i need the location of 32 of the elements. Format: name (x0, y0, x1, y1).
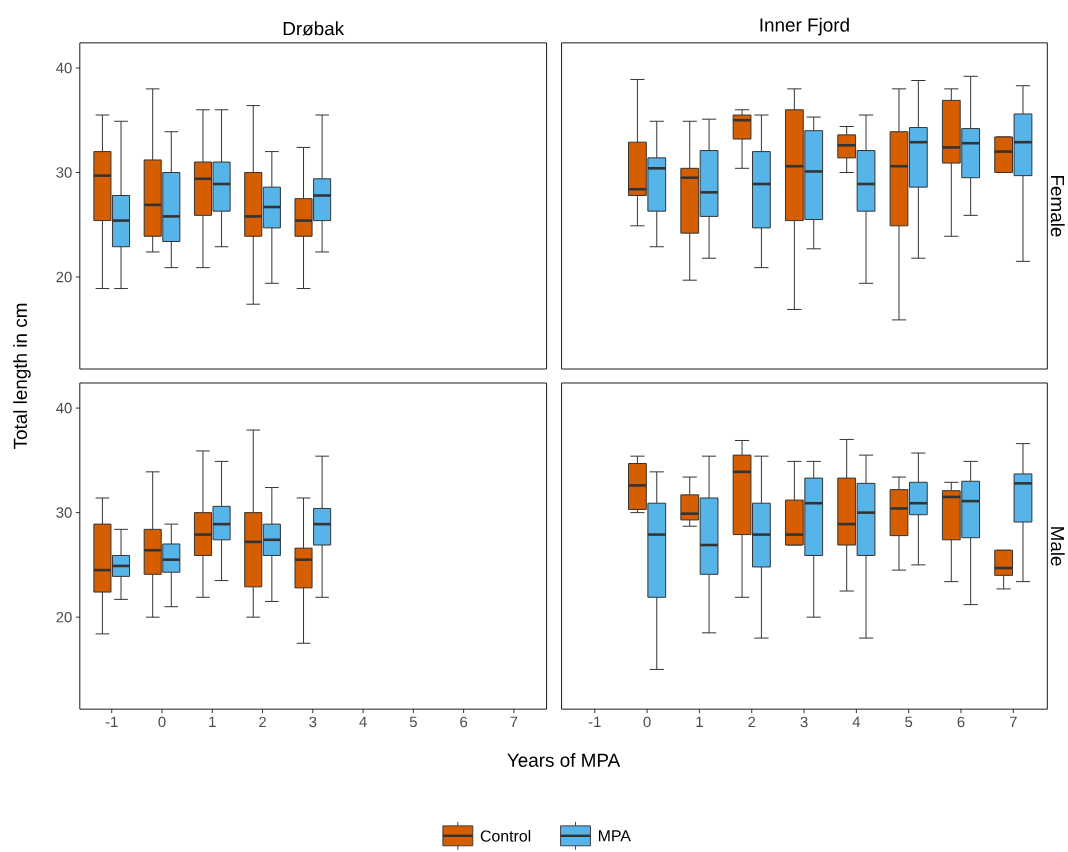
x-tick-label: 0 (643, 716, 651, 728)
x-tick-label: -1 (105, 716, 118, 728)
y-tick-label: 40 (56, 62, 72, 74)
y2-axis-title: Male (1050, 527, 1065, 566)
x-tick-label: 7 (1009, 716, 1017, 728)
y-tick-label: 20 (56, 271, 72, 283)
x-tick-label: 1 (696, 716, 703, 728)
chart-title: Inner Fjord (760, 17, 849, 36)
y-tick-label: 30 (56, 507, 72, 518)
y-axis-title: Total length in cm (13, 303, 31, 450)
x-tick-label: -1 (588, 716, 601, 728)
x-tick-label: 4 (852, 716, 861, 728)
y2-axis-title: Female (1050, 176, 1065, 237)
x-tick-label: 3 (800, 716, 808, 728)
x-tick-label: 6 (460, 716, 468, 728)
x-tick-label: 1 (209, 716, 216, 728)
x-tick-label: 2 (748, 716, 756, 728)
y-tick-label: 40 (56, 402, 72, 414)
legend-label: Control (480, 830, 531, 842)
x-tick-label: 0 (158, 716, 166, 728)
x-tick-label: 6 (957, 716, 965, 728)
x-tick-label: 5 (905, 716, 913, 728)
x-tick-label: 4 (359, 716, 367, 728)
x-tick-label: 5 (409, 716, 417, 728)
y-tick-label: 30 (56, 167, 72, 178)
chart-title: Drøbak (283, 21, 345, 36)
x-axis-title: Years of MPA (507, 753, 621, 768)
y-tick-label: 20 (56, 611, 72, 623)
x-tick-label: 2 (259, 716, 266, 728)
x-tick-label: 7 (510, 716, 518, 728)
x-tick-label: 3 (309, 716, 317, 728)
legend-label: MPA (598, 830, 631, 842)
